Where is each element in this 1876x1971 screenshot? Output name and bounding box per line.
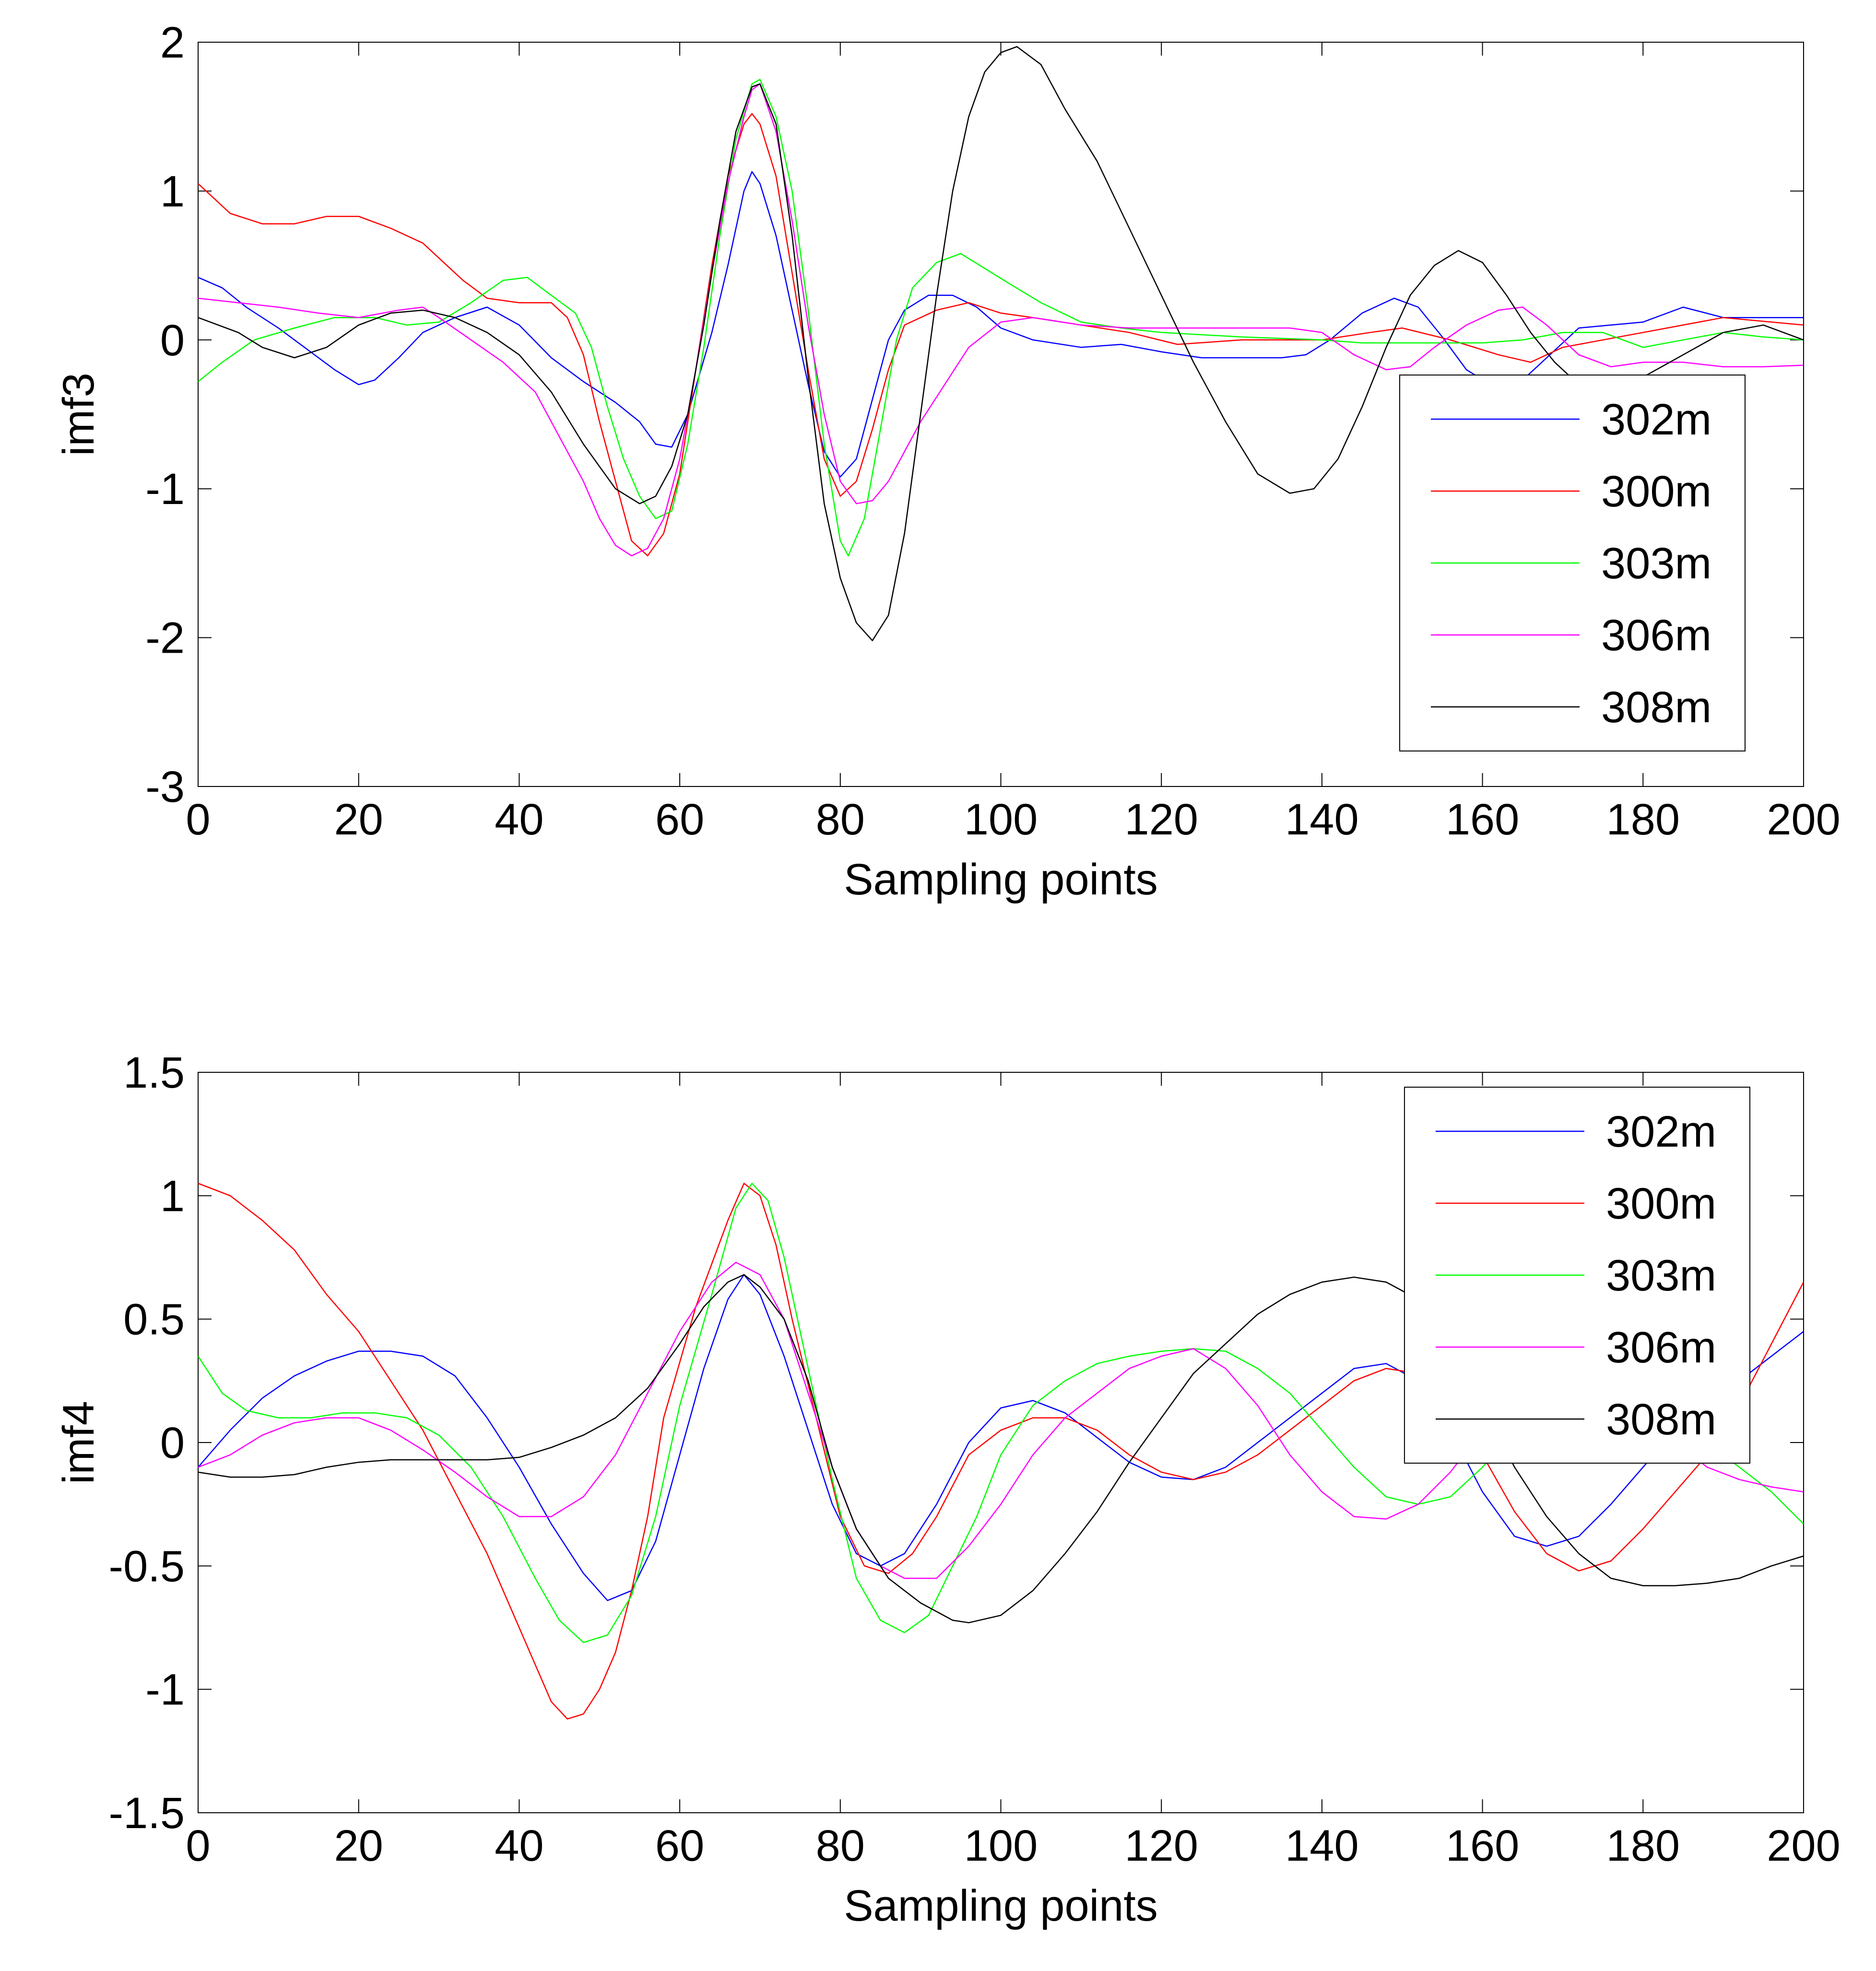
legend-label: 303m (1606, 1251, 1716, 1300)
series-line-302m (198, 1274, 1804, 1601)
y-tick-label: -1.5 (108, 1789, 185, 1838)
x-tick-label: 120 (1124, 795, 1198, 844)
y-tick-label: 1 (160, 1172, 185, 1220)
legend-label: 303m (1601, 539, 1711, 588)
series-group (198, 46, 1804, 642)
x-tick-label: 140 (1285, 795, 1359, 844)
series-line-300m (198, 1183, 1804, 1720)
y-axis-label: imf3 (54, 373, 103, 456)
legend-label: 306m (1601, 611, 1711, 660)
x-tick-label: 0 (186, 1821, 210, 1870)
y-tick-label: 1 (160, 167, 185, 216)
x-tick-label: 180 (1606, 795, 1680, 844)
x-axis-label: Sampling points (844, 855, 1158, 904)
legend: 302m 300m 303m 306m 308m (1404, 1087, 1750, 1464)
x-tick-label: 140 (1285, 1821, 1359, 1870)
y-tick-label: -0.5 (108, 1542, 185, 1591)
x-tick-label: 40 (495, 795, 543, 844)
legend-label: 302m (1601, 395, 1711, 444)
x-tick-label: 60 (655, 795, 704, 844)
legend: 302m 300m 303m 306m 308m (1399, 375, 1746, 751)
y-tick-label: 0 (160, 316, 185, 365)
y-tick-label: -2 (145, 614, 185, 663)
y-tick-label: -3 (145, 763, 185, 811)
x-axis-label: Sampling points (844, 1881, 1158, 1930)
series-line-303m (198, 79, 1804, 557)
x-tick-label: 60 (655, 1821, 704, 1870)
y-tick-label: -1 (145, 465, 185, 514)
y-tick-label: 1.5 (123, 1048, 185, 1097)
series-line-308m (198, 1274, 1804, 1623)
series-line-308m (198, 46, 1804, 642)
legend-label: 306m (1606, 1323, 1716, 1372)
y-tick-label: 0.5 (123, 1295, 185, 1344)
legend-label: 308m (1606, 1395, 1716, 1444)
series-line-302m (198, 171, 1804, 478)
series-line-300m (198, 113, 1804, 557)
x-tick-label: 80 (816, 795, 865, 844)
x-tick-label: 20 (334, 795, 383, 844)
x-tick-label: 20 (334, 1821, 383, 1870)
x-tick-label: 100 (964, 1821, 1038, 1870)
x-tick-label: 40 (495, 1821, 543, 1870)
legend-label: 300m (1606, 1179, 1716, 1228)
legend-label: 300m (1601, 467, 1711, 516)
x-tick-label: 200 (1767, 1821, 1841, 1870)
x-tick-label: 160 (1446, 1821, 1520, 1870)
x-tick-label: 120 (1124, 1821, 1198, 1870)
x-tick-label: 100 (964, 795, 1038, 844)
y-axis-label: imf4 (54, 1401, 103, 1484)
x-tick-label: 80 (816, 1821, 865, 1870)
legend-label: 308m (1601, 683, 1711, 732)
legend-label: 302m (1606, 1107, 1716, 1156)
y-tick-label: -1 (145, 1666, 185, 1714)
y-tick-label: 2 (160, 18, 185, 67)
x-tick-label: 200 (1767, 795, 1841, 844)
y-tick-label: 0 (160, 1419, 185, 1467)
imf4-chart: 0 20 40 60 80 100 120 140 160 180 200 -1.5 -1 -0.5 0 0.… (54, 1048, 1841, 1930)
x-tick-label: 180 (1606, 1821, 1680, 1870)
imf3-chart: 0 20 40 60 80 100 120 140 160 180 200 -3 -2 -1 0 1 2 Samp… (54, 18, 1841, 904)
x-tick-label: 160 (1446, 795, 1520, 844)
series-line-306m (198, 83, 1804, 557)
x-tick-label: 0 (186, 795, 210, 844)
